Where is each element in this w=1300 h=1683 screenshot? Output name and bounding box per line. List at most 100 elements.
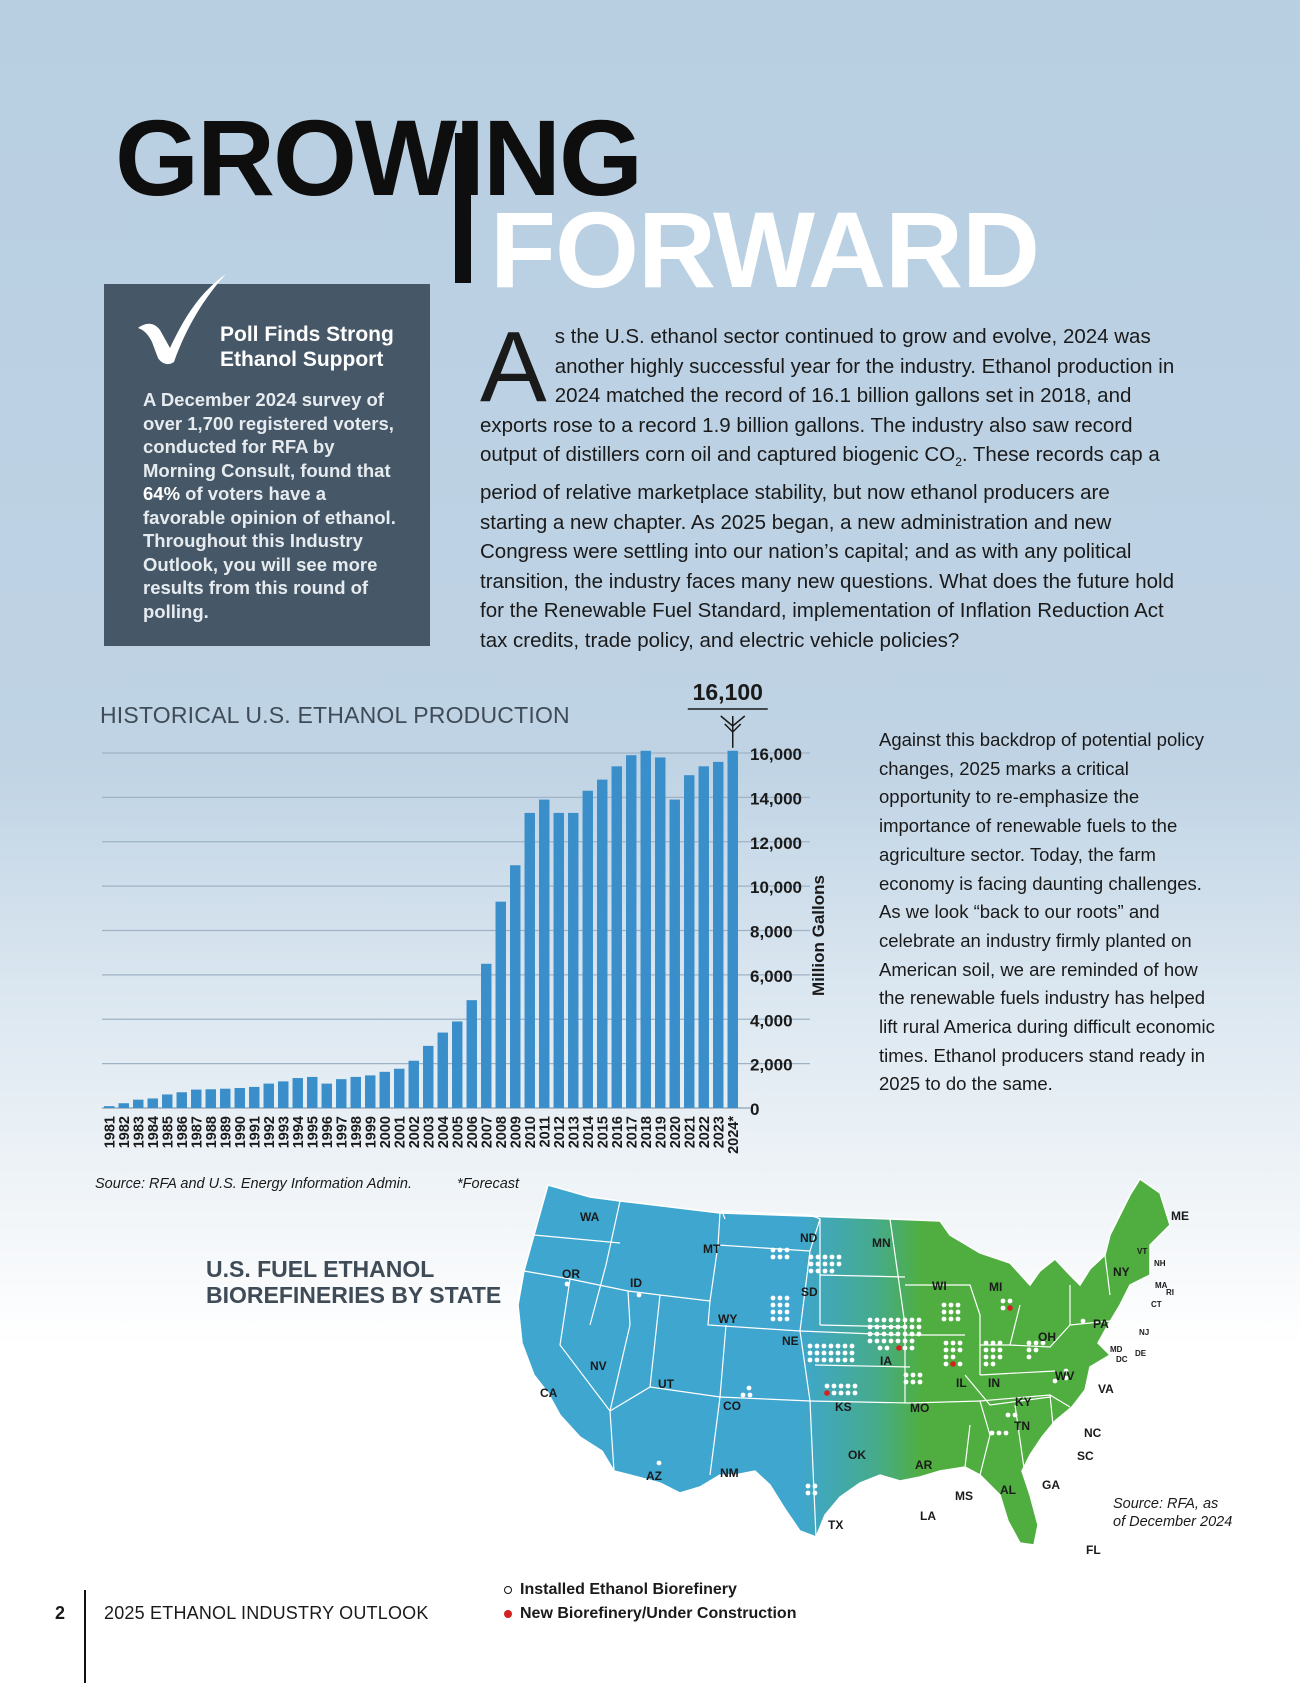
state-label-vt: VT — [1137, 1247, 1147, 1256]
us-biorefinery-map: WA OR ID MT WY NV CA UT CO AZ NM ND SD N… — [517, 1177, 1189, 1557]
x-tick-label: 2010 — [523, 1116, 539, 1148]
page-number: 2 — [55, 1603, 66, 1623]
state-label-dc: DC — [1116, 1355, 1128, 1364]
state-label-wv: WV — [1055, 1369, 1074, 1383]
legend-installed: Installed Ethanol Biorefinery — [504, 1578, 796, 1602]
bar-2020 — [669, 799, 680, 1108]
bar-2003 — [423, 1045, 434, 1108]
poll-heading: Poll Finds Strong Ethanol Support — [220, 323, 394, 371]
state-label-ne: NE — [782, 1334, 799, 1348]
bar-1999 — [365, 1075, 376, 1108]
drop-cap: A — [480, 311, 547, 423]
x-tick-label: 2021 — [682, 1116, 698, 1148]
x-tick-label: 1982 — [117, 1116, 133, 1148]
bar-1982 — [118, 1103, 129, 1108]
x-tick-label: 1998 — [349, 1116, 365, 1148]
x-tick-label: 1992 — [262, 1116, 278, 1148]
x-tick-label: 1999 — [363, 1116, 379, 1148]
y-tick-label: 12,000 — [750, 834, 802, 853]
x-tick-label: 2001 — [392, 1116, 408, 1148]
installed-biorefinery-markers — [541, 1247, 1121, 1496]
bar-1981 — [104, 1106, 115, 1108]
y-tick-label: 6,000 — [750, 967, 793, 986]
poll-highlight-percent: 64% — [143, 483, 181, 504]
x-tick-label: 1990 — [233, 1116, 249, 1148]
x-tick-label: 1988 — [204, 1116, 220, 1148]
state-label-mi: MI — [989, 1280, 1002, 1294]
state-label-ct: CT — [1151, 1300, 1162, 1309]
map-source: Source: RFA, as of December 2024 — [1113, 1496, 1233, 1530]
x-tick-label: 2008 — [494, 1116, 510, 1148]
x-tick-label: 2017 — [624, 1116, 640, 1148]
x-tick-label: 1984 — [146, 1116, 162, 1148]
x-tick-label: 1983 — [131, 1116, 147, 1148]
bar-2013 — [568, 812, 579, 1108]
x-tick-label: 1994 — [291, 1116, 307, 1148]
y-tick-label: 8,000 — [750, 923, 793, 942]
state-label-co: CO — [723, 1399, 741, 1413]
bar-1994 — [292, 1078, 303, 1108]
bar-2007 — [481, 963, 492, 1108]
bar-2002 — [408, 1060, 419, 1108]
bar-2009 — [510, 865, 521, 1108]
x-tick-label: 1991 — [247, 1116, 263, 1148]
state-label-in: IN — [988, 1376, 1000, 1390]
map-legend: Installed Ethanol Biorefinery New Bioref… — [504, 1578, 796, 1626]
x-tick-label: 1989 — [218, 1116, 234, 1148]
bar-1996 — [321, 1083, 332, 1108]
poll-body: A December 2024 survey of over 1,700 reg… — [143, 389, 396, 622]
title-divider-bar — [455, 133, 471, 283]
state-label-sc: SC — [1077, 1449, 1094, 1463]
bar-2000 — [379, 1071, 390, 1108]
state-label-me: ME — [1171, 1209, 1189, 1223]
state-label-nv: NV — [590, 1359, 607, 1373]
state-label-nd: ND — [800, 1231, 818, 1245]
x-tick-label: 1993 — [276, 1116, 292, 1148]
state-label-id: ID — [630, 1276, 642, 1290]
state-label-fl: FL — [1086, 1543, 1101, 1557]
x-tick-label: 2014 — [581, 1116, 597, 1148]
state-label-ga: GA — [1042, 1478, 1060, 1492]
bar-2001 — [394, 1068, 405, 1108]
bar-2010 — [524, 812, 535, 1108]
x-tick-label: 1996 — [320, 1116, 336, 1148]
x-tick-label: 2006 — [465, 1116, 481, 1148]
state-label-mt: MT — [703, 1242, 721, 1256]
new-biorefinery-markers — [824, 1305, 1013, 1396]
bar-2022 — [698, 766, 709, 1108]
state-label-al: AL — [1000, 1483, 1016, 1497]
bar-2011 — [539, 799, 550, 1108]
x-tick-label: 2018 — [639, 1116, 655, 1148]
chart-source: Source: RFA and U.S. Energy Information … — [95, 1176, 412, 1192]
state-label-md: MD — [1110, 1345, 1123, 1354]
x-tick-label: 2023 — [711, 1116, 727, 1148]
bar-2005 — [452, 1021, 463, 1108]
bar-2014 — [582, 790, 593, 1108]
state-label-mo: MO — [910, 1401, 929, 1415]
callout-arrow-icon — [720, 715, 746, 734]
y-axis-title: Million Gallons — [809, 875, 828, 996]
x-tick-label: 2002 — [407, 1116, 423, 1148]
chart-callout-label: 16,100 — [693, 680, 763, 705]
state-label-az: AZ — [646, 1469, 662, 1483]
bar-2018 — [640, 750, 651, 1108]
bar-2008 — [495, 901, 506, 1108]
bar-1997 — [336, 1079, 347, 1108]
footer-rule — [84, 1590, 86, 1683]
x-tick-label: 2000 — [378, 1116, 394, 1148]
bar-2006 — [466, 1000, 477, 1108]
state-label-ut: UT — [658, 1377, 675, 1391]
state-label-ar: AR — [915, 1458, 933, 1472]
bar-2004 — [437, 1032, 448, 1108]
state-label-va: VA — [1098, 1382, 1114, 1396]
bar-1984 — [147, 1098, 158, 1108]
state-label-ok: OK — [848, 1448, 866, 1462]
x-tick-label: 2009 — [508, 1116, 524, 1148]
state-label-nm: NM — [720, 1466, 739, 1480]
legend-new: New Biorefinery/Under Construction — [504, 1602, 796, 1626]
x-tick-label: 2005 — [450, 1116, 466, 1148]
x-tick-label: 2019 — [653, 1116, 669, 1148]
state-label-ri: RI — [1166, 1288, 1174, 1297]
bar-1990 — [234, 1088, 245, 1108]
